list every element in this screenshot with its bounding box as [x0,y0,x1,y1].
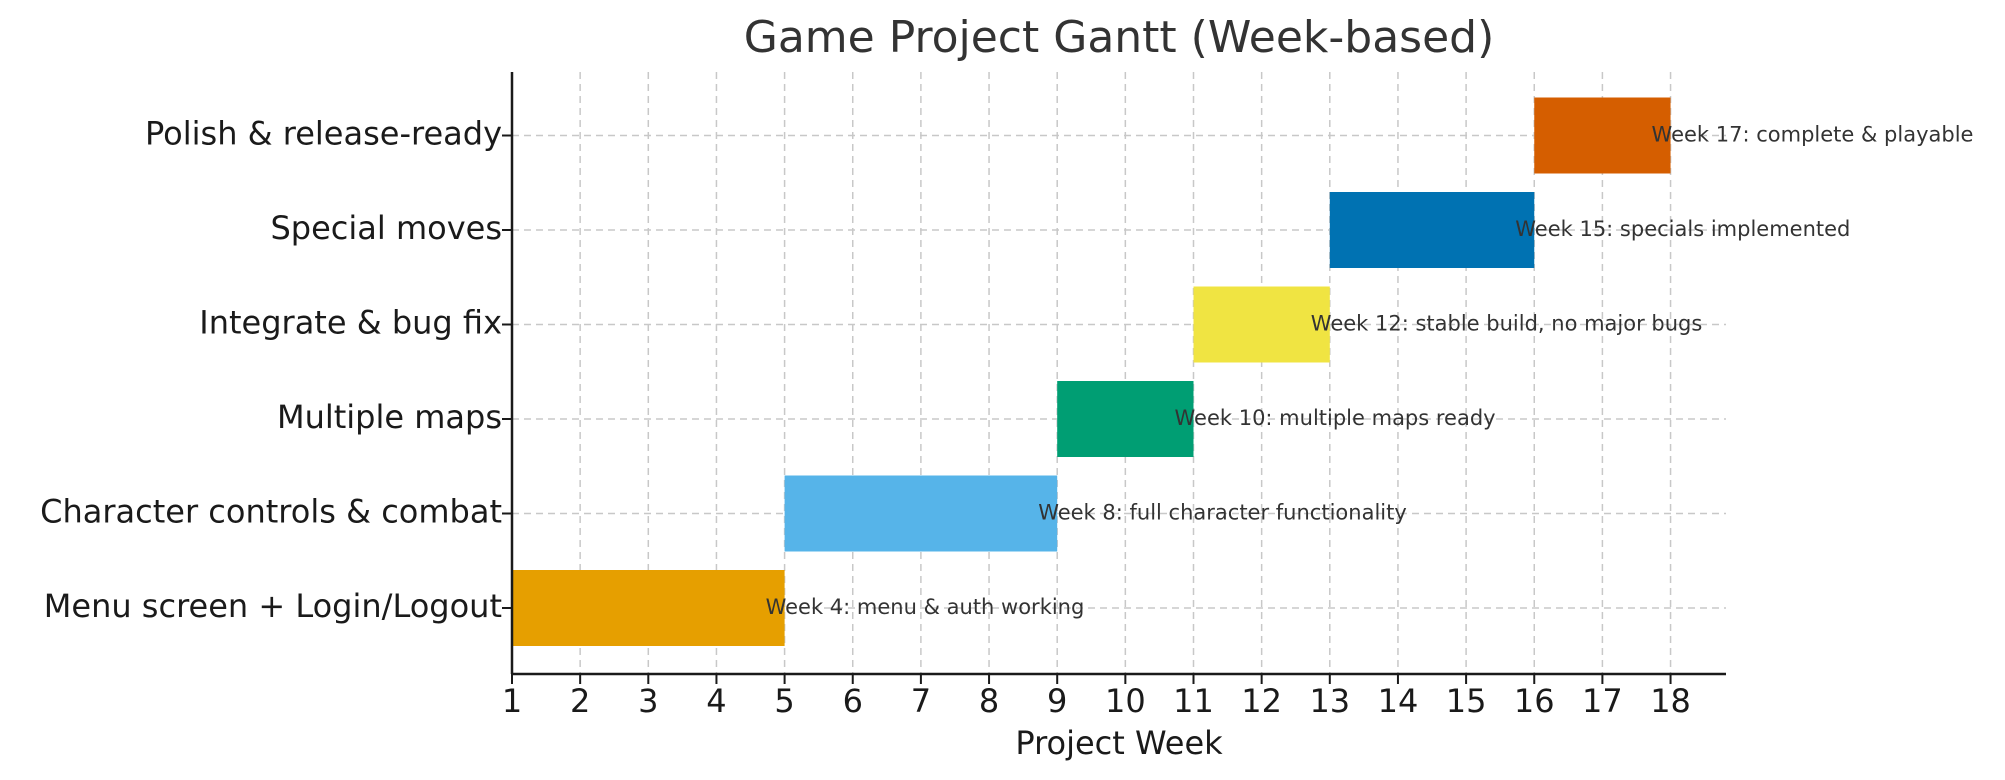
x-tick-label: 16 [1514,682,1555,720]
milestone-annotation: Week 15: specials implemented [1515,217,1850,241]
task-label: Character controls & combat [40,493,502,531]
x-tick-label: 13 [1309,682,1350,720]
milestone-annotation: Week 4: menu & auth working [766,595,1085,619]
task-bar [784,475,1058,552]
milestone-annotation: Week 8: full character functionality [1038,501,1407,525]
milestone-annotation: Week 12: stable build, no major bugs [1311,312,1703,336]
task-label: Polish & release-ready [145,115,502,153]
x-tick-label: 5 [774,682,794,720]
milestone-annotation: Week 10: multiple maps ready [1175,406,1496,430]
task-bar [512,570,785,646]
x-axis-label: Project Week [1015,724,1223,762]
x-tick-label: 1 [502,682,522,720]
x-tick-label: 15 [1446,682,1487,720]
x-tick-label: 3 [638,682,658,720]
x-tick-label: 10 [1105,682,1146,720]
x-tick-label: 18 [1650,682,1691,720]
task-label: Menu screen + Login/Logout [44,587,502,625]
x-tick-label: 12 [1241,682,1282,720]
x-tick-label: 14 [1378,682,1419,720]
tick-layer: Menu screen + Login/Logout Character cont… [40,115,1691,721]
bar-layer [512,97,1671,646]
annotation-layer: Week 4: menu & auth working Week 8: full … [766,123,1974,620]
x-tick-label: 6 [843,682,863,720]
x-tick-label: 2 [570,682,590,720]
x-tick-label: 7 [911,682,931,720]
milestone-annotation: Week 17: complete & playable [1652,123,1974,147]
task-label: Integrate & bug fix [199,304,502,342]
x-tick-label: 9 [1047,682,1067,720]
x-tick-label: 8 [979,682,999,720]
x-tick-label: 17 [1582,682,1623,720]
task-label: Multiple maps [277,398,502,436]
task-bar [1193,286,1330,363]
axis-layer [510,72,1726,676]
task-bar [1534,97,1671,174]
task-label: Special moves [270,209,502,247]
task-bar [1329,192,1535,268]
x-tick-label: 4 [706,682,726,720]
chart-title: Game Project Gantt (Week-based) [744,12,1495,63]
x-tick-label: 11 [1173,682,1214,720]
task-bar [1057,381,1194,457]
